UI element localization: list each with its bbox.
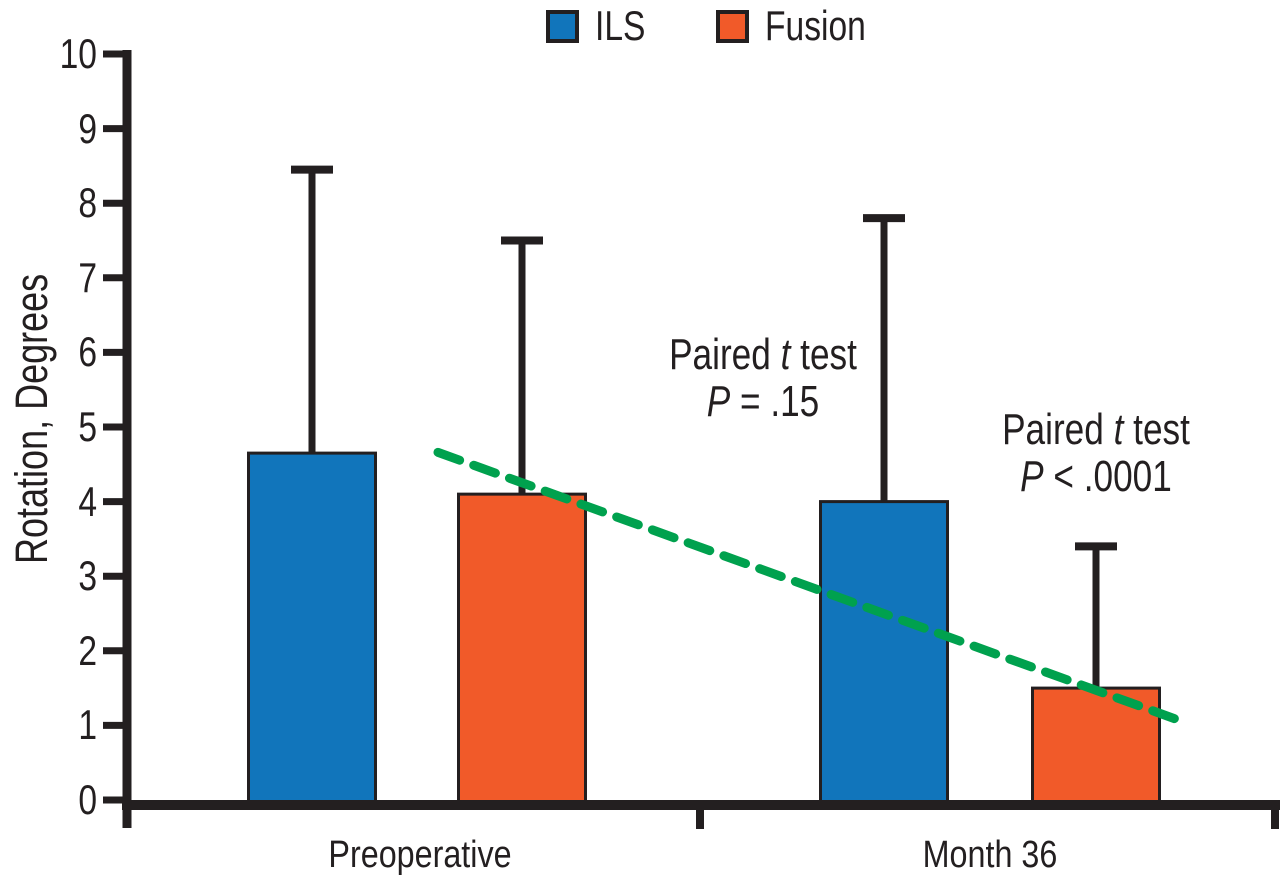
annotation-paired-t-test-preop: Paired t test P = .15 (669, 331, 857, 425)
annotation-line2-italic-p: P (1020, 452, 1044, 501)
annotation-line2-rest: < .0001 (1043, 452, 1172, 501)
annotation-line1-post: test (1123, 405, 1190, 454)
y-tick-label-10: 10 (59, 30, 97, 77)
bar-fusion-preoperative (457, 492, 587, 805)
annotation-line1-italic-t: t (1113, 405, 1124, 454)
x-category-label-preoperative: Preoperative (328, 834, 512, 876)
y-tick-label-2: 2 (78, 626, 97, 674)
x-category-label-month36: Month 36 (922, 834, 1058, 876)
annotation-line2-italic-p: P (706, 377, 731, 426)
annotation-paired-t-test-month36: Paired t test P < .0001 (1002, 406, 1190, 500)
annotation-line1-post: test (790, 330, 857, 379)
legend-item-fusion: Fusion (716, 4, 891, 48)
y-tick-label-5: 5 (78, 403, 97, 450)
ils-color-swatch (546, 9, 579, 43)
y-tick-label-6: 6 (78, 328, 97, 376)
annotation-line2-rest: = .15 (730, 377, 820, 426)
annotation-line1-pre: Paired (669, 330, 781, 379)
y-tick-label-9: 9 (78, 104, 97, 152)
annotation-line1-pre: Paired (1002, 405, 1114, 454)
y-tick-label-8: 8 (78, 179, 97, 227)
legend: ILS Fusion (546, 4, 891, 48)
y-tick-label-3: 3 (78, 552, 97, 600)
legend-item-ils: ILS (546, 4, 658, 48)
trend-line (433, 447, 1192, 728)
annotation-line1-italic-t: t (780, 330, 791, 379)
y-tick-label-4: 4 (78, 477, 97, 525)
fusion-color-swatch (716, 9, 750, 43)
bar-ils-month-36 (819, 500, 949, 805)
y-tick-label-7: 7 (78, 253, 97, 301)
y-tick-label-1: 1 (78, 701, 97, 749)
legend-label-fusion: Fusion (765, 2, 866, 49)
legend-label-ils: ILS (595, 2, 646, 49)
bar-ils-preoperative (247, 451, 377, 805)
y-tick-label-0: 0 (78, 776, 97, 823)
